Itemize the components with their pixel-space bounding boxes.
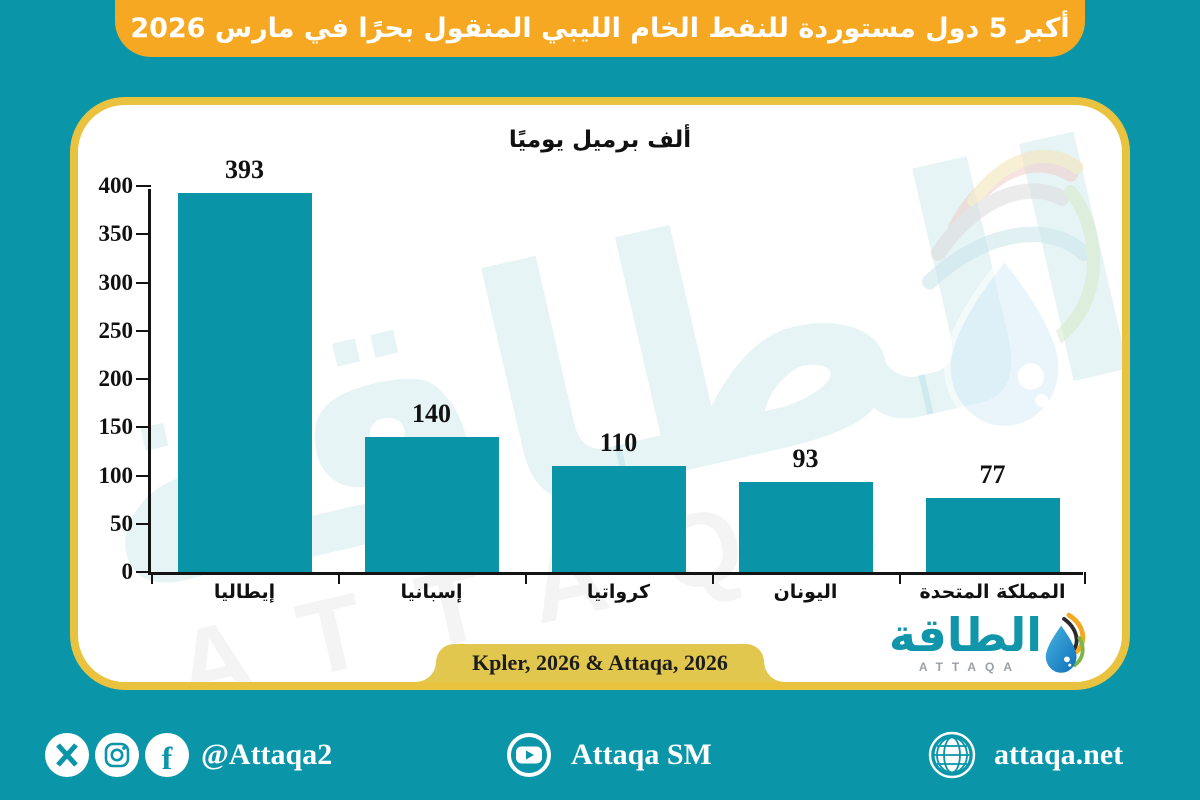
bar-3 <box>738 482 873 572</box>
y-axis-tick-label: 300 <box>98 269 134 295</box>
x-axis-category-label: المملكة المتحدة <box>919 581 1066 603</box>
page-title: أكبر 5 دول مستوردة للنفط الخام الليبي ال… <box>130 13 1070 44</box>
x-axis-category-label: إيطاليا <box>213 581 276 603</box>
bar-1 <box>364 436 499 572</box>
source-label: Kpler, 2026 & Attaqa, 2026 <box>416 644 784 682</box>
y-axis-tick-mark <box>136 474 151 477</box>
bar-value-label: 93 <box>792 444 819 474</box>
attaqa-logo: الطاقة ATTAQA <box>889 612 1090 674</box>
social-handle[interactable]: @Attaqa2 <box>201 738 333 771</box>
y-axis-tick-mark <box>136 281 151 284</box>
attaqa-logo-arabic: الطاقة <box>888 608 1042 662</box>
x-axis-tick-mark <box>899 572 901 584</box>
y-axis-tick-mark <box>136 522 151 525</box>
y-axis-tick-label: 400 <box>98 173 134 198</box>
bar-chart-plot-area: 0 50 100 150 200 250 300 350 400 393 إيطاليا 140 إسب… <box>99 155 1086 603</box>
y-axis-tick-label: 100 <box>98 462 134 488</box>
globe-icon[interactable] <box>928 731 976 779</box>
website-url[interactable]: attaqa.net <box>994 738 1124 771</box>
chart-card: الطاقة ATTAQA ألف برميل يوميًا 0 50 100 150… <box>70 97 1130 690</box>
y-axis-tick-mark <box>136 378 151 380</box>
bar-value-label: 140 <box>412 398 451 428</box>
bar-4 <box>925 497 1060 572</box>
x-axis-tick-mark <box>1084 572 1086 584</box>
y-axis-tick-mark <box>136 329 151 332</box>
facebook-f-glyph: f <box>161 740 173 776</box>
y-axis-tick-label: 250 <box>98 317 134 343</box>
y-axis-tick-label: 350 <box>98 221 134 247</box>
attaqa-logo-text: الطاقة ATTAQA <box>889 612 1042 674</box>
y-axis-tick-mark <box>136 571 151 573</box>
y-axis-tick-label: 150 <box>98 414 134 440</box>
x-axis-category-label: اليونان <box>773 581 838 603</box>
bar-value-label: 393 <box>225 154 264 184</box>
x-axis-category-label: كرواتيا <box>586 581 651 603</box>
y-axis-tick-mark <box>136 185 151 187</box>
bar-2 <box>551 465 686 572</box>
y-axis-tick-mark <box>136 426 151 429</box>
title-banner: أكبر 5 دول مستوردة للنفط الخام الليبي ال… <box>115 0 1085 57</box>
facebook-icon[interactable]: f <box>145 733 189 777</box>
x-axis-category-label: إسبانيا <box>400 581 463 603</box>
x-axis-tick-mark <box>525 572 527 584</box>
y-axis-tick-label: 0 <box>121 559 134 584</box>
y-axis-tick-mark <box>136 233 151 236</box>
y-axis-tick-label: 50 <box>110 510 133 536</box>
x-axis-tick-mark <box>712 572 714 584</box>
attaqa-logo-latin: ATTAQA <box>918 660 1022 674</box>
footer-website-group: attaqa.net <box>928 731 1124 779</box>
bar-value-label: 77 <box>979 459 1006 489</box>
x-axis-tick-mark <box>151 572 153 584</box>
youtube-label[interactable]: Attaqa SM <box>571 738 712 771</box>
y-axis-tick-label: 200 <box>98 366 134 391</box>
youtube-icon[interactable] <box>505 731 553 779</box>
bar-0 <box>177 192 312 572</box>
chart-title: ألف برميل يوميًا <box>508 127 692 153</box>
flame-droplet-logo-icon <box>1045 612 1086 673</box>
x-icon[interactable] <box>45 733 89 777</box>
bar-value-label: 110 <box>599 427 638 457</box>
footer-youtube-group: Attaqa SM <box>505 732 712 778</box>
instagram-icon[interactable] <box>95 733 139 777</box>
footer-social-group: f @Attaqa2 <box>45 732 332 778</box>
x-axis-tick-mark <box>338 572 340 584</box>
